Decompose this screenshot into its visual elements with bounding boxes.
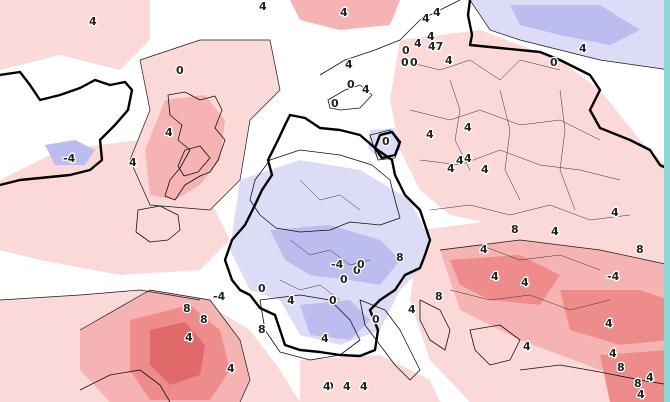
contour-label: 4	[287, 294, 295, 307]
contour-label: 0	[410, 56, 418, 69]
contour-label: 4	[579, 42, 587, 55]
contour-label: 4	[185, 331, 193, 344]
contour-label: 4	[343, 380, 351, 393]
contour-label: -4	[63, 152, 76, 165]
contour-label: 0	[402, 44, 410, 57]
zero-anomaly-contours	[0, 0, 670, 358]
contour-label: -4	[607, 270, 620, 283]
contour-label: 4	[433, 6, 441, 19]
contour-label: 4	[611, 206, 619, 219]
contour-label: 4	[445, 54, 453, 67]
contour-label: 0	[258, 282, 266, 295]
contour-label: 0	[326, 380, 334, 393]
contour-label: 8	[617, 361, 625, 374]
contour-label: -4	[213, 290, 226, 303]
contour-label: 4	[340, 6, 348, 19]
contour-label: 4	[481, 163, 489, 176]
contour-label: 4	[360, 380, 368, 393]
contour-label: 4	[345, 58, 353, 71]
contour-label: 0	[329, 294, 337, 307]
contour-label: 4	[89, 15, 97, 28]
contour-label: 0	[401, 56, 409, 69]
contour-label: 0	[353, 264, 361, 277]
contour-label: 4	[464, 152, 472, 165]
contour-label: 4	[447, 162, 455, 175]
contour-label: 0	[357, 258, 365, 271]
contour-label: 4	[646, 371, 654, 384]
contour-label: 8	[511, 223, 519, 236]
contour-label: 4	[422, 12, 430, 25]
contour-label: 8	[636, 243, 644, 256]
contour-label: 4	[551, 225, 559, 238]
contour-label: 4	[491, 270, 499, 283]
contour-label: 4	[259, 0, 267, 13]
contour-label: 0	[382, 135, 390, 148]
contour-label: 4	[321, 332, 329, 345]
contour-label: 8	[435, 290, 443, 303]
contour-label: 47	[428, 40, 443, 53]
contour-label: 0	[176, 64, 184, 77]
contour-label: 0	[550, 56, 558, 69]
contour-label: 0	[347, 78, 355, 91]
contour-label: 4	[605, 317, 613, 330]
contour-label: 0	[331, 97, 339, 110]
contour-label: 4	[427, 30, 435, 43]
contour-label: 0	[340, 273, 348, 286]
contour-label: 4	[414, 37, 422, 50]
contour-label: 4	[408, 303, 416, 316]
contour-label: 4	[323, 380, 331, 393]
contour-label: 4	[521, 276, 529, 289]
contour-label: 4	[129, 156, 137, 169]
contour-label: 4	[480, 243, 488, 256]
contour-label: 0	[372, 313, 380, 326]
country-borders	[279, 59, 631, 311]
contour-label: 4	[362, 83, 370, 96]
contour-label: 8	[183, 302, 191, 315]
contour-label: 8	[396, 251, 404, 264]
contour-label: 4	[523, 340, 531, 353]
map-edge-strip	[664, 0, 670, 402]
contour-label: 4	[426, 128, 434, 141]
contour-label: 4	[456, 154, 464, 167]
contour-value-labels: 4 4 4 0 4 4 4 0 4 0 0 4 47 0 4 4 0 0 4 4…	[62, 0, 656, 402]
contour-label: 8	[200, 313, 208, 326]
contour-label: 4	[227, 362, 235, 375]
contour-label: 4	[637, 388, 645, 401]
contour-label: 4	[165, 126, 173, 139]
contour-label: 4	[609, 347, 617, 360]
contour-label: 4	[464, 121, 472, 134]
contour-label: -4	[331, 258, 344, 271]
contour-label: 8	[634, 377, 642, 390]
contour-label: 8	[258, 323, 266, 336]
